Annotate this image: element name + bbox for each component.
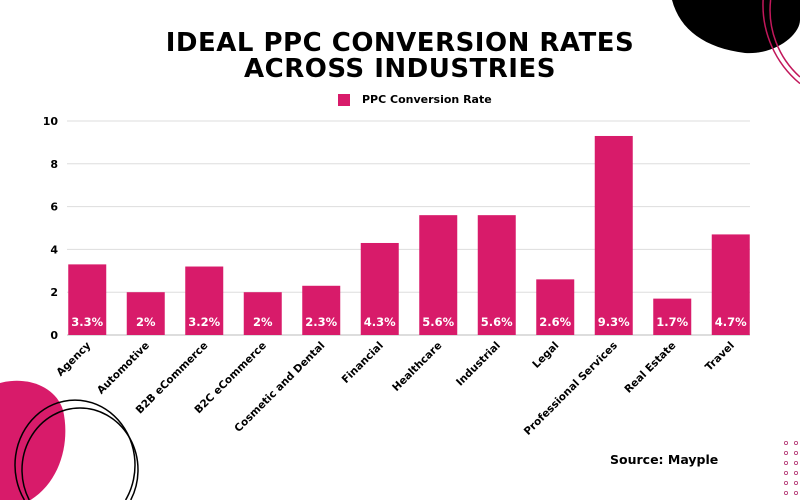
data-label: 4.3%: [364, 315, 396, 329]
bar: [477, 215, 516, 335]
title-line-2: ACROSS INDUSTRIES: [244, 54, 556, 84]
black-blob-decoration: [672, 0, 800, 54]
data-label: 1.7%: [656, 315, 688, 329]
legend-swatch: [338, 93, 350, 106]
dot-grid-decoration: [784, 440, 799, 495]
dot: [784, 490, 789, 495]
dot: [794, 450, 799, 455]
bar: [68, 264, 107, 335]
dot: [794, 440, 799, 445]
y-tick-label: 8: [50, 158, 58, 171]
black-ring-decoration: [14, 399, 136, 500]
dot: [794, 460, 799, 465]
x-tick-label: Professional Services: [522, 340, 620, 438]
black-ring-decoration: [21, 407, 139, 500]
bar: [711, 234, 750, 335]
pink-ring-decoration: [769, 0, 800, 78]
x-tick-label: Travel: [703, 340, 737, 374]
y-tick-label: 6: [50, 201, 58, 214]
data-label: 5.6%: [422, 315, 454, 329]
x-tick-label: Real Estate: [622, 340, 678, 396]
chart-title: IDEAL PPC CONVERSION RATES ACROSS INDUST…: [0, 30, 800, 82]
bar: [594, 135, 633, 335]
bar: [302, 285, 341, 335]
data-label: 4.7%: [715, 315, 747, 329]
x-tick-label: Healthcare: [390, 340, 444, 394]
x-tick-label: Industrial: [454, 340, 503, 389]
dot: [794, 490, 799, 495]
y-tick-label: 4: [50, 243, 58, 256]
data-label: 2%: [136, 315, 156, 329]
legend-label: PPC Conversion Rate: [362, 93, 492, 106]
pink-ring-decoration: [762, 0, 800, 85]
dot: [784, 480, 789, 485]
x-tick-label: Automotive: [95, 340, 152, 397]
source-note: Source: Mayple: [610, 452, 719, 467]
x-tick-label: Financial: [340, 340, 386, 386]
bar: [126, 292, 165, 335]
y-tick-label: 2: [50, 286, 58, 299]
x-tick-label: Legal: [530, 340, 561, 371]
dot: [794, 470, 799, 475]
legend: PPC Conversion Rate: [338, 93, 492, 106]
bar: [536, 279, 575, 335]
data-label: 3.2%: [188, 315, 220, 329]
data-label: 2.3%: [305, 315, 337, 329]
title-line-1: IDEAL PPC CONVERSION RATES: [165, 28, 635, 58]
data-label: 2%: [253, 315, 273, 329]
data-label: 2.6%: [539, 315, 571, 329]
bar: [653, 298, 692, 335]
dot: [784, 450, 789, 455]
dot: [794, 480, 799, 485]
data-label: 3.3%: [71, 315, 103, 329]
y-tick-label: 0: [50, 329, 58, 342]
bar: [419, 215, 458, 335]
bar: [243, 292, 282, 335]
dot: [784, 460, 789, 465]
data-label: 5.6%: [481, 315, 513, 329]
pink-circle-decoration: [0, 380, 66, 500]
x-tick-label: Agency: [54, 340, 93, 379]
bar: [360, 242, 399, 335]
y-tick-label: 10: [43, 115, 59, 128]
bar: [185, 266, 224, 335]
dot: [784, 440, 789, 445]
dot: [784, 470, 789, 475]
data-label: 9.3%: [598, 315, 630, 329]
